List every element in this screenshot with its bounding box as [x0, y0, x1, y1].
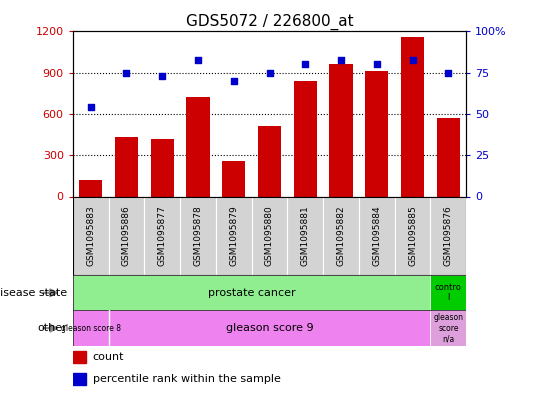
Text: gleason score 8: gleason score 8	[61, 324, 121, 332]
Bar	[216, 196, 252, 275]
Text: GSM1095885: GSM1095885	[408, 206, 417, 266]
Bar	[252, 196, 287, 275]
Text: GSM1095886: GSM1095886	[122, 206, 131, 266]
Text: prostate cancer: prostate cancer	[208, 288, 295, 298]
Point	[122, 70, 131, 76]
Text: GSM1095879: GSM1095879	[229, 206, 238, 266]
Bar	[180, 196, 216, 275]
Bar	[108, 310, 431, 346]
Text: count: count	[93, 352, 125, 362]
Bar	[108, 196, 144, 275]
Text: GSM1095877: GSM1095877	[158, 206, 167, 266]
Text: GDS5072 / 226800_at: GDS5072 / 226800_at	[186, 14, 353, 30]
Text: GSM1095876: GSM1095876	[444, 206, 453, 266]
Text: disease state: disease state	[0, 288, 67, 298]
Text: other: other	[38, 323, 67, 333]
Bar	[73, 310, 108, 346]
Point	[408, 56, 417, 62]
Text: contro
l: contro l	[435, 283, 462, 303]
Point	[158, 73, 167, 79]
Text: GSM1095880: GSM1095880	[265, 206, 274, 266]
Bar	[150, 139, 174, 196]
Bar	[431, 196, 466, 275]
Bar	[329, 64, 353, 196]
Text: percentile rank within the sample: percentile rank within the sample	[93, 374, 281, 384]
Text: GSM1095882: GSM1095882	[336, 206, 345, 266]
Bar	[73, 351, 86, 363]
Point	[230, 78, 238, 84]
Bar	[431, 275, 466, 310]
Bar	[222, 162, 245, 196]
Bar	[294, 81, 317, 196]
Text: GSM1095878: GSM1095878	[194, 206, 203, 266]
Bar	[359, 196, 395, 275]
Bar	[287, 196, 323, 275]
Bar	[401, 37, 424, 197]
Point	[301, 61, 309, 68]
Bar	[365, 71, 389, 196]
Bar	[73, 373, 86, 385]
Point	[444, 70, 453, 76]
Bar	[395, 196, 431, 275]
Text: GSM1095884: GSM1095884	[372, 206, 381, 266]
Point	[337, 56, 345, 62]
Bar	[186, 97, 210, 196]
Point	[372, 61, 381, 68]
Text: gleason
score
n/a: gleason score n/a	[433, 313, 464, 343]
Bar	[323, 196, 359, 275]
Point	[265, 70, 274, 76]
Bar	[144, 196, 180, 275]
Bar	[73, 196, 108, 275]
Text: GSM1095881: GSM1095881	[301, 206, 310, 266]
Point	[194, 56, 202, 62]
Text: gleason score 9: gleason score 9	[226, 323, 313, 333]
Bar	[79, 180, 102, 196]
Point	[86, 104, 95, 110]
Text: GSM1095883: GSM1095883	[86, 206, 95, 266]
Bar	[431, 310, 466, 346]
Bar	[437, 118, 460, 196]
Bar	[258, 126, 281, 196]
Bar	[115, 137, 138, 196]
